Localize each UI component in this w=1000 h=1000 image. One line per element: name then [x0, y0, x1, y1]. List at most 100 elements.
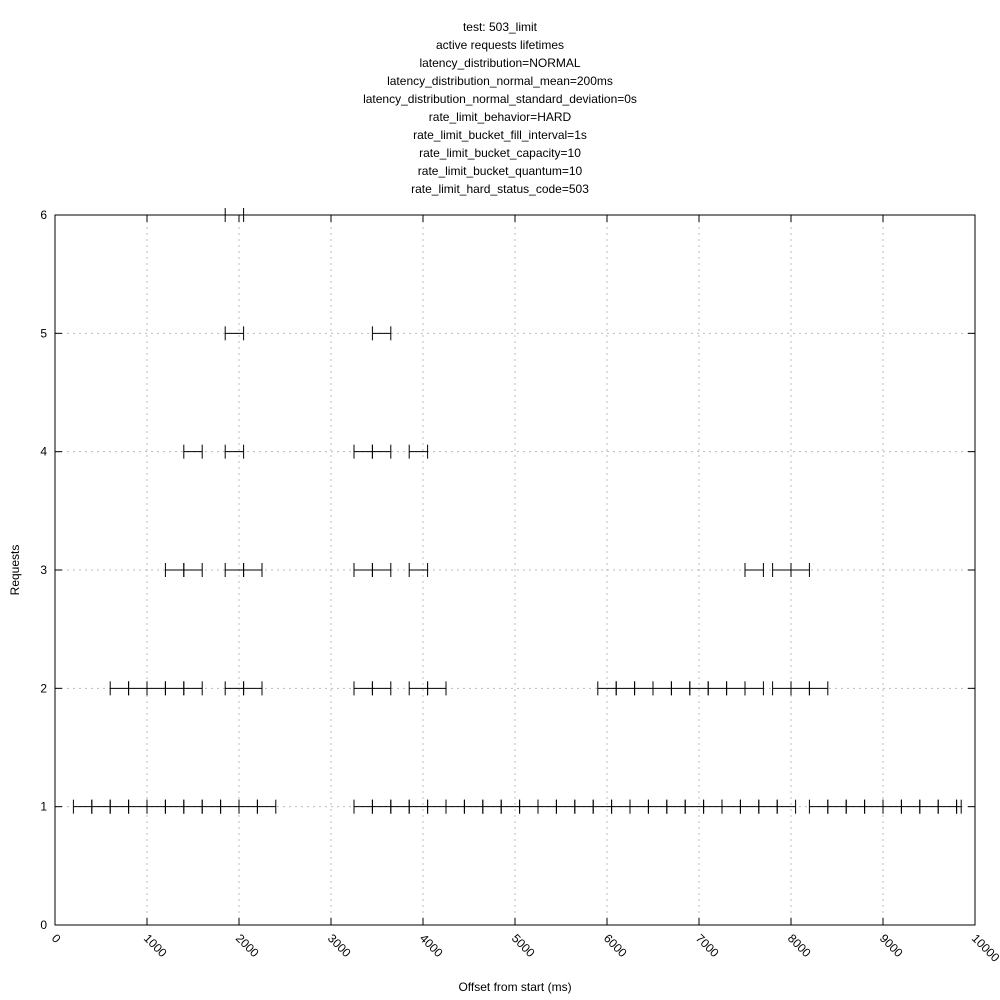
request-lifetime	[243, 563, 263, 577]
request-lifetime	[772, 681, 792, 696]
x-tick-label: 3000	[325, 931, 354, 960]
y-tick-label: 4	[40, 445, 47, 459]
x-tick-label: 9000	[877, 931, 906, 960]
request-lifetime	[164, 563, 185, 577]
request-lifetime	[772, 563, 792, 577]
request-lifetime	[427, 799, 447, 814]
request-lifetime	[463, 799, 484, 814]
x-axis-label: Offset from start (ms)	[458, 980, 571, 994]
request-lifetime	[629, 799, 649, 814]
title-line: latency_distribution_normal_standard_dev…	[363, 92, 637, 106]
request-lifetime	[666, 799, 686, 814]
request-lifetime	[256, 799, 277, 814]
x-tick-label: 0	[49, 931, 64, 946]
chart-title: test: 503_limit active requests lifetime…	[0, 18, 1000, 198]
title-line: rate_limit_bucket_capacity=10	[419, 146, 581, 160]
y-axis-label: Requests	[8, 545, 22, 596]
title-line: rate_limit_bucket_quantum=10	[417, 164, 583, 178]
request-lifetime	[183, 799, 203, 814]
request-lifetime	[670, 681, 691, 696]
request-lifetime	[371, 563, 392, 577]
request-lifetime	[519, 799, 539, 814]
request-lifetime	[427, 681, 447, 696]
request-lifetime	[408, 799, 429, 814]
request-lifetime	[146, 681, 166, 696]
request-lifetime	[500, 799, 521, 814]
title-line: test: 503_limit	[462, 20, 538, 34]
request-lifetime	[353, 681, 373, 696]
request-lifetime	[937, 799, 958, 814]
request-lifetime	[390, 799, 410, 814]
series-marks	[72, 208, 962, 814]
axis-ticks: 0 1000 2000 3000 4000 5000 6000 7000 8000 9000 100…	[40, 208, 1000, 965]
y-tick-label: 3	[40, 563, 47, 577]
request-lifetime	[615, 681, 636, 696]
request-lifetime	[634, 681, 654, 696]
request-lifetime	[224, 681, 245, 696]
request-lifetime	[555, 799, 576, 814]
request-lifetime	[128, 681, 148, 696]
request-lifetime	[900, 799, 921, 814]
request-lifetime	[224, 326, 245, 341]
request-lifetime	[592, 799, 613, 814]
request-lifetime	[684, 799, 705, 814]
x-tick-label: 2000	[233, 931, 262, 960]
request-lifetime	[183, 563, 203, 577]
x-tick-label: 10000	[969, 931, 1000, 965]
request-lifetime	[808, 799, 829, 814]
request-lifetime	[647, 799, 668, 814]
request-lifetime	[238, 799, 258, 814]
y-tick-label: 5	[40, 326, 47, 340]
x-tick-label: 1000	[141, 931, 170, 960]
request-lifetime	[776, 799, 797, 814]
request-lifetime	[164, 799, 185, 814]
request-lifetime	[128, 799, 148, 814]
request-lifetime	[744, 681, 764, 696]
request-lifetime	[919, 799, 939, 814]
request-lifetime	[707, 681, 728, 696]
request-lifetime	[611, 799, 631, 814]
title-line: rate_limit_behavior=HARD	[428, 110, 572, 124]
request-lifetime	[220, 799, 240, 814]
request-lifetime	[956, 799, 962, 814]
request-lifetime	[574, 799, 594, 814]
request-lifetime	[224, 444, 245, 459]
request-lifetime	[537, 799, 557, 814]
x-tick-label: 4000	[417, 931, 446, 960]
request-lifetime	[408, 681, 429, 696]
request-lifetime	[408, 563, 429, 577]
request-lifetime	[408, 444, 429, 459]
request-lifetime	[445, 799, 465, 814]
request-lifetime	[703, 799, 723, 814]
x-tick-label: 5000	[509, 931, 538, 960]
x-tick-label: 6000	[601, 931, 630, 960]
request-lifetime	[864, 799, 884, 814]
request-lifetime	[109, 681, 130, 696]
y-tick-label: 0	[40, 918, 47, 932]
request-lifetime	[744, 563, 764, 577]
request-lifetime	[183, 444, 203, 459]
request-lifetime	[721, 799, 741, 814]
title-line: latency_distribution=NORMAL	[419, 56, 581, 70]
request-lifetime	[371, 326, 392, 341]
request-lifetime	[845, 799, 866, 814]
request-lifetime	[790, 681, 810, 696]
y-tick-label: 6	[40, 208, 47, 222]
request-lifetime	[353, 563, 373, 577]
x-tick-label: 7000	[693, 931, 722, 960]
request-lifetime	[164, 681, 185, 696]
request-lifetime	[109, 799, 130, 814]
title-line: latency_distribution_normal_mean=200ms	[387, 74, 613, 88]
request-lifetime	[739, 799, 760, 814]
request-lifetime	[652, 681, 672, 696]
request-lifetime	[882, 799, 902, 814]
title-line: rate_limit_hard_status_code=503	[411, 182, 589, 196]
request-lifetime	[371, 681, 392, 696]
request-lifetime	[758, 799, 778, 814]
request-lifetime	[224, 563, 245, 577]
request-lifetime	[371, 444, 392, 459]
request-lifetime	[726, 681, 746, 696]
request-lifetime	[243, 681, 263, 696]
